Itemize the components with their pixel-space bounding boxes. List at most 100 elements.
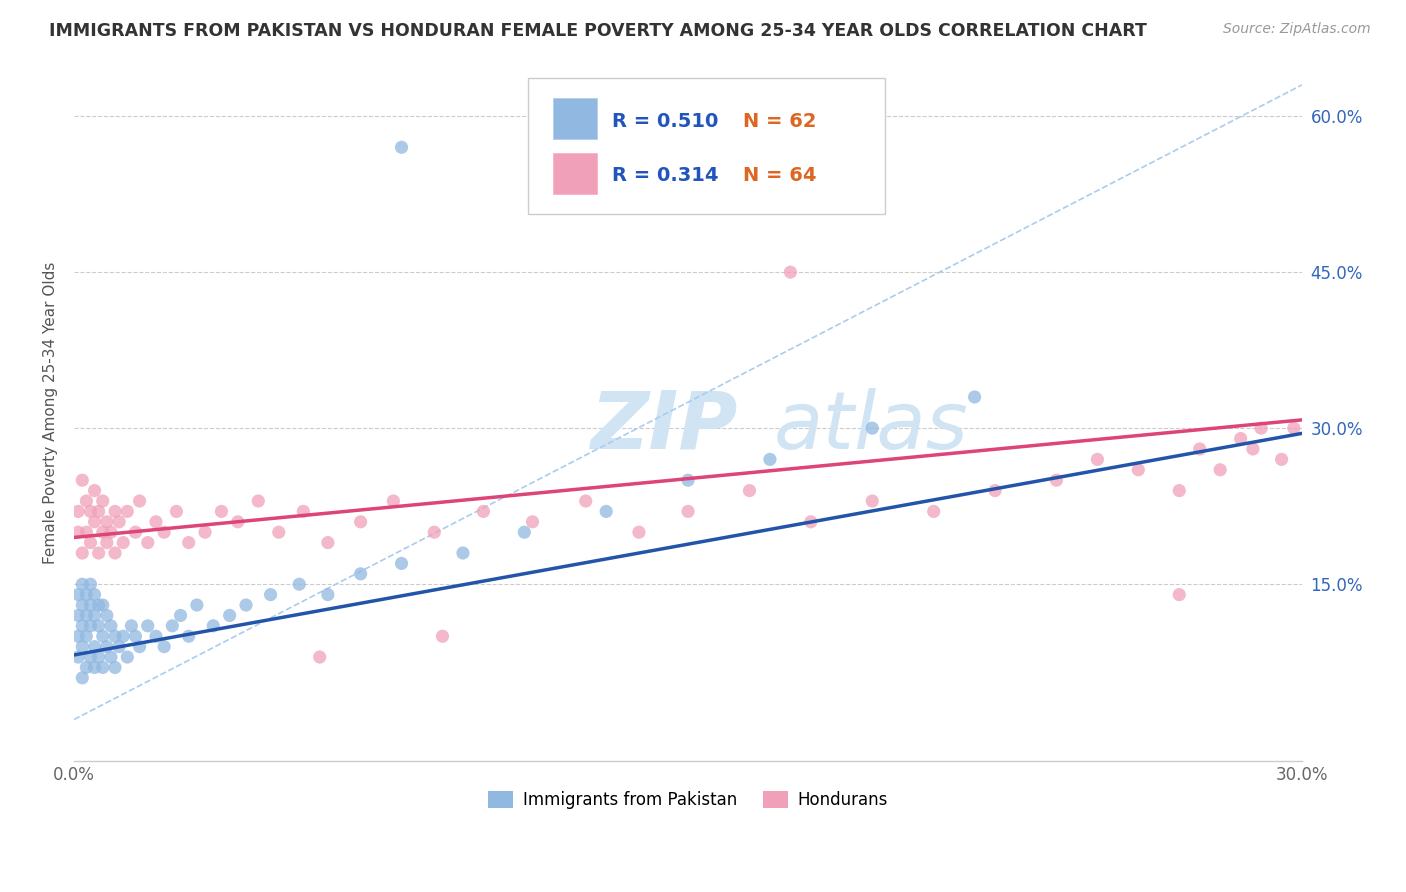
Point [218, 608, 240, 623]
Text: R = 0.314: R = 0.314 [612, 166, 718, 185]
Point [165, 504, 187, 518]
Point [72, 671, 94, 685]
Point [104, 504, 127, 518]
Point [83, 660, 105, 674]
Point [186, 598, 208, 612]
Point [382, 494, 405, 508]
Point [235, 598, 257, 612]
Point [984, 483, 1007, 498]
Point [72, 577, 94, 591]
Point [136, 619, 159, 633]
Text: N = 64: N = 64 [744, 166, 817, 185]
Point [922, 504, 945, 518]
Point [124, 525, 146, 540]
Point [177, 535, 200, 549]
FancyBboxPatch shape [553, 153, 598, 194]
Point [67, 588, 90, 602]
Point [87, 546, 110, 560]
Point [75, 660, 97, 674]
Text: atlas: atlas [775, 387, 969, 466]
Point [67, 650, 90, 665]
Text: IMMIGRANTS FROM PAKISTAN VS HONDURAN FEMALE POVERTY AMONG 25-34 YEAR OLDS CORREL: IMMIGRANTS FROM PAKISTAN VS HONDURAN FEM… [49, 22, 1147, 40]
Point [79, 504, 101, 518]
Point [91, 660, 114, 674]
Point [194, 525, 217, 540]
Point [1168, 483, 1191, 498]
Point [1271, 452, 1294, 467]
FancyBboxPatch shape [529, 78, 884, 214]
Point [267, 525, 290, 540]
Point [1128, 463, 1150, 477]
Point [288, 577, 311, 591]
Point [738, 483, 761, 498]
Point [1229, 432, 1251, 446]
Point [72, 640, 94, 654]
Point [1188, 442, 1211, 456]
Point [145, 629, 167, 643]
Point [202, 619, 225, 633]
Point [75, 608, 97, 623]
Point [316, 535, 339, 549]
Point [451, 546, 474, 560]
Point [169, 608, 191, 623]
Point [83, 588, 105, 602]
Point [91, 525, 114, 540]
Point [676, 504, 699, 518]
Point [349, 515, 371, 529]
Point [153, 640, 176, 654]
Text: Source: ZipAtlas.com: Source: ZipAtlas.com [1223, 22, 1371, 37]
Point [104, 546, 127, 560]
Point [108, 515, 131, 529]
Point [83, 515, 105, 529]
Point [211, 504, 233, 518]
Point [292, 504, 315, 518]
Point [83, 608, 105, 623]
Point [391, 140, 413, 154]
Point [676, 473, 699, 487]
Point [432, 629, 454, 643]
Point [247, 494, 270, 508]
Point [67, 504, 90, 518]
Legend: Immigrants from Pakistan, Hondurans: Immigrants from Pakistan, Hondurans [482, 784, 894, 815]
Point [1241, 442, 1264, 456]
Point [79, 598, 101, 612]
Point [75, 494, 97, 508]
Point [124, 629, 146, 643]
Point [79, 650, 101, 665]
Point [75, 525, 97, 540]
Y-axis label: Female Poverty Among 25-34 Year Olds: Female Poverty Among 25-34 Year Olds [44, 261, 58, 564]
Point [177, 629, 200, 643]
Point [349, 566, 371, 581]
Point [96, 535, 118, 549]
Point [83, 483, 105, 498]
Point [595, 504, 617, 518]
Point [627, 525, 650, 540]
Point [100, 650, 122, 665]
Point [112, 629, 135, 643]
Point [472, 504, 495, 518]
Point [100, 525, 122, 540]
Point [800, 515, 823, 529]
Point [100, 619, 122, 633]
Point [75, 629, 97, 643]
Point [79, 619, 101, 633]
Point [72, 598, 94, 612]
Point [117, 650, 139, 665]
Point [83, 640, 105, 654]
Point [91, 629, 114, 643]
Point [308, 650, 330, 665]
Text: N = 62: N = 62 [744, 112, 817, 131]
FancyBboxPatch shape [553, 97, 598, 138]
Text: ZIP: ZIP [591, 387, 737, 466]
Point [1250, 421, 1272, 435]
Point [779, 265, 801, 279]
Point [91, 494, 114, 508]
Point [79, 577, 101, 591]
Point [87, 619, 110, 633]
Point [96, 640, 118, 654]
Point [259, 588, 281, 602]
Point [128, 640, 150, 654]
Point [72, 473, 94, 487]
Point [67, 608, 90, 623]
Point [1282, 421, 1305, 435]
